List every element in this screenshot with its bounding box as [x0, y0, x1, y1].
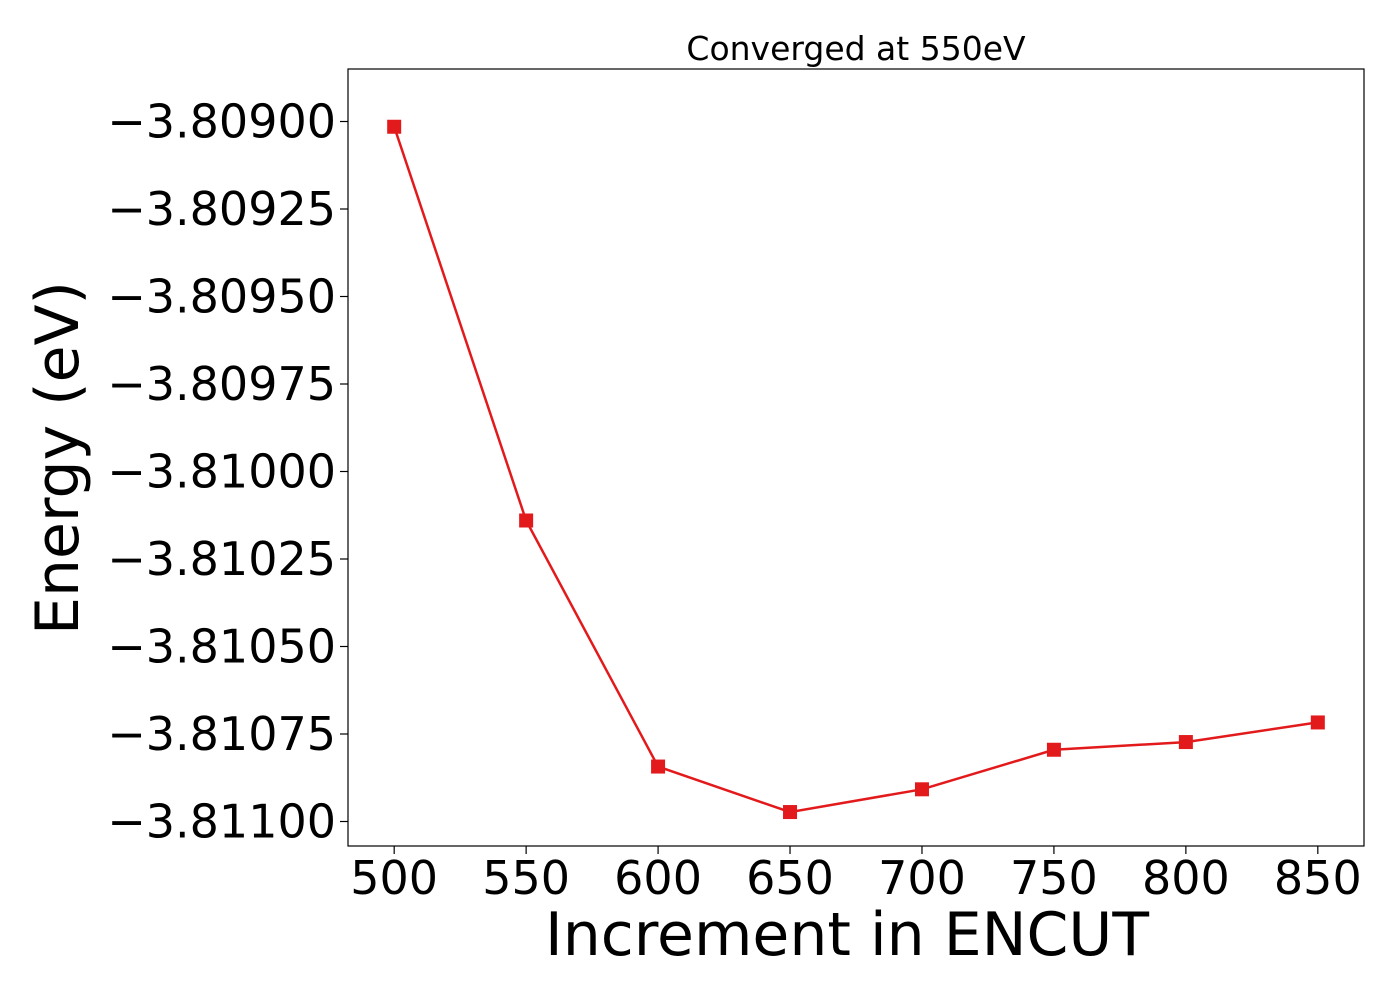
y-tick-label: −3.80975: [107, 357, 336, 411]
x-tick-label: 500: [350, 851, 438, 905]
x-tick-label: 700: [878, 851, 966, 905]
y-tick-label: −3.81100: [107, 795, 336, 849]
x-axis: 500 550 600 650 700 750 800 850: [350, 846, 1362, 905]
data-point-marker: [387, 119, 402, 134]
y-tick-label: −3.81050: [107, 620, 336, 674]
data-point-marker: [1046, 742, 1061, 757]
y-axis-label: Energy (eV): [23, 281, 93, 635]
plot-frame: [347, 68, 1365, 847]
y-tick-label: −3.81075: [107, 707, 336, 761]
data-point-marker: [914, 782, 929, 797]
y-tick-label: −3.81000: [107, 445, 336, 499]
x-tick-label: 600: [614, 851, 702, 905]
x-axis-label: Increment in ENCUT: [545, 900, 1149, 970]
x-tick-label: 800: [1142, 851, 1230, 905]
plot-area: [347, 68, 1365, 847]
x-tick-label: 550: [482, 851, 570, 905]
data-point-marker: [519, 513, 534, 528]
data-point-marker: [1310, 715, 1325, 730]
y-tick-label: −3.80925: [107, 182, 336, 236]
series-line: [393, 126, 1318, 814]
chart-title: Converged at 550eV: [686, 29, 1026, 68]
y-tick-label: −3.80950: [107, 270, 336, 324]
data-point-marker: [651, 759, 666, 774]
x-tick-label: 650: [746, 851, 834, 905]
data-point-marker: [1178, 735, 1193, 750]
x-tick-label: 750: [1010, 851, 1098, 905]
data-point-marker: [783, 805, 798, 820]
y-tick-label: −3.81025: [107, 532, 336, 586]
y-tick-label: −3.80900: [107, 95, 336, 149]
x-tick-label: 850: [1274, 851, 1362, 905]
series-layer: [387, 119, 1325, 820]
y-axis: −3.80900 −3.80925 −3.80950 −3.80975 −3.81000…: [107, 95, 348, 849]
